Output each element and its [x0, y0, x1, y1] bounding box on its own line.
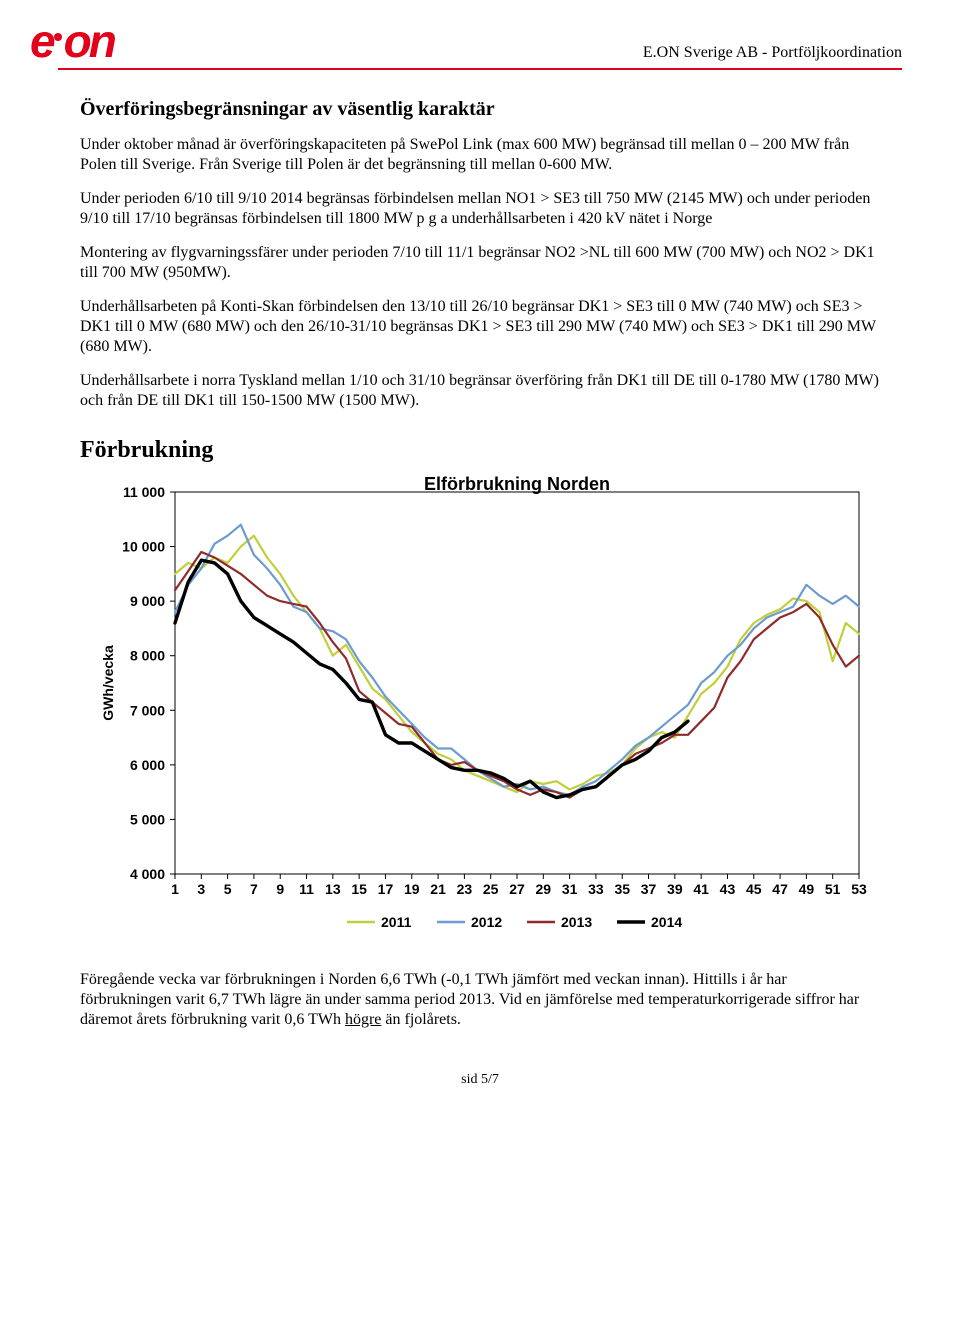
svg-text:21: 21	[430, 881, 446, 897]
svg-text:8 000: 8 000	[130, 648, 165, 664]
svg-text:3: 3	[197, 881, 205, 897]
para-1: Under oktober månad är överföringskapaci…	[80, 135, 880, 175]
svg-text:45: 45	[746, 881, 762, 897]
post-chart-pre: Föregående vecka var förbrukningen i Nor…	[80, 971, 859, 1028]
logo-text: eon	[30, 18, 114, 64]
chart-svg: 4 000 5 000 6 000 7 000 8 000 9 000 10 000 11 0…	[85, 472, 875, 952]
svg-text:43: 43	[720, 881, 736, 897]
svg-text:4 000: 4 000	[130, 866, 165, 882]
svg-text:49: 49	[799, 881, 815, 897]
svg-text:6 000: 6 000	[130, 757, 165, 773]
svg-text:47: 47	[772, 881, 788, 897]
svg-text:15: 15	[351, 881, 367, 897]
svg-text:7: 7	[250, 881, 258, 897]
page-header: eon E.ON Sverige AB - Portföljkoordinati…	[0, 0, 960, 68]
post-chart-post: än fjolårets.	[381, 1011, 461, 1028]
svg-text:GWh/vecka: GWh/vecka	[100, 645, 116, 721]
post-chart-para: Föregående vecka var förbrukningen i Nor…	[80, 970, 880, 1030]
brand-logo: eon	[30, 18, 114, 64]
logo-dot-icon	[54, 33, 62, 41]
svg-text:35: 35	[614, 881, 630, 897]
svg-text:53: 53	[851, 881, 867, 897]
svg-text:11 000: 11 000	[123, 484, 165, 500]
svg-text:29: 29	[536, 881, 552, 897]
svg-text:10 000: 10 000	[122, 539, 165, 555]
consumption-chart: 4 000 5 000 6 000 7 000 8 000 9 000 10 000 11 0…	[80, 472, 880, 952]
svg-text:5 000: 5 000	[130, 811, 165, 827]
svg-text:Elförbrukning Norden: Elförbrukning Norden	[424, 474, 610, 494]
svg-text:25: 25	[483, 881, 499, 897]
page-footer: sid 5/7	[0, 1072, 960, 1116]
svg-text:2014: 2014	[651, 914, 682, 930]
section-title-consumption: Förbrukning	[80, 437, 880, 464]
svg-text:11: 11	[299, 881, 314, 897]
svg-text:39: 39	[667, 881, 683, 897]
svg-text:23: 23	[457, 881, 473, 897]
para-4: Underhållsarbeten på Konti-Skan förbinde…	[80, 297, 880, 357]
svg-text:19: 19	[404, 881, 420, 897]
header-right-text: E.ON Sverige AB - Portföljkoordination	[643, 44, 902, 64]
section-title-transfer: Överföringsbegränsningar av väsentlig ka…	[80, 98, 880, 121]
svg-text:2011: 2011	[381, 914, 412, 930]
para-2: Under perioden 6/10 till 9/10 2014 begrä…	[80, 189, 880, 229]
svg-text:5: 5	[224, 881, 232, 897]
post-chart-underlined: högre	[345, 1011, 381, 1028]
svg-text:7 000: 7 000	[130, 702, 165, 718]
svg-text:1: 1	[171, 881, 179, 897]
svg-text:51: 51	[825, 881, 841, 897]
svg-text:31: 31	[562, 881, 578, 897]
svg-text:33: 33	[588, 881, 604, 897]
svg-text:9 000: 9 000	[130, 593, 165, 609]
page-content: Överföringsbegränsningar av väsentlig ka…	[0, 70, 960, 1030]
svg-text:41: 41	[693, 881, 709, 897]
svg-text:13: 13	[325, 881, 341, 897]
svg-text:27: 27	[509, 881, 525, 897]
svg-text:17: 17	[378, 881, 394, 897]
svg-text:9: 9	[276, 881, 284, 897]
svg-text:37: 37	[641, 881, 657, 897]
svg-text:2012: 2012	[471, 914, 502, 930]
svg-text:2013: 2013	[561, 914, 592, 930]
para-3: Montering av flygvarningssfärer under pe…	[80, 243, 880, 283]
para-5: Underhållsarbete i norra Tyskland mellan…	[80, 371, 880, 411]
